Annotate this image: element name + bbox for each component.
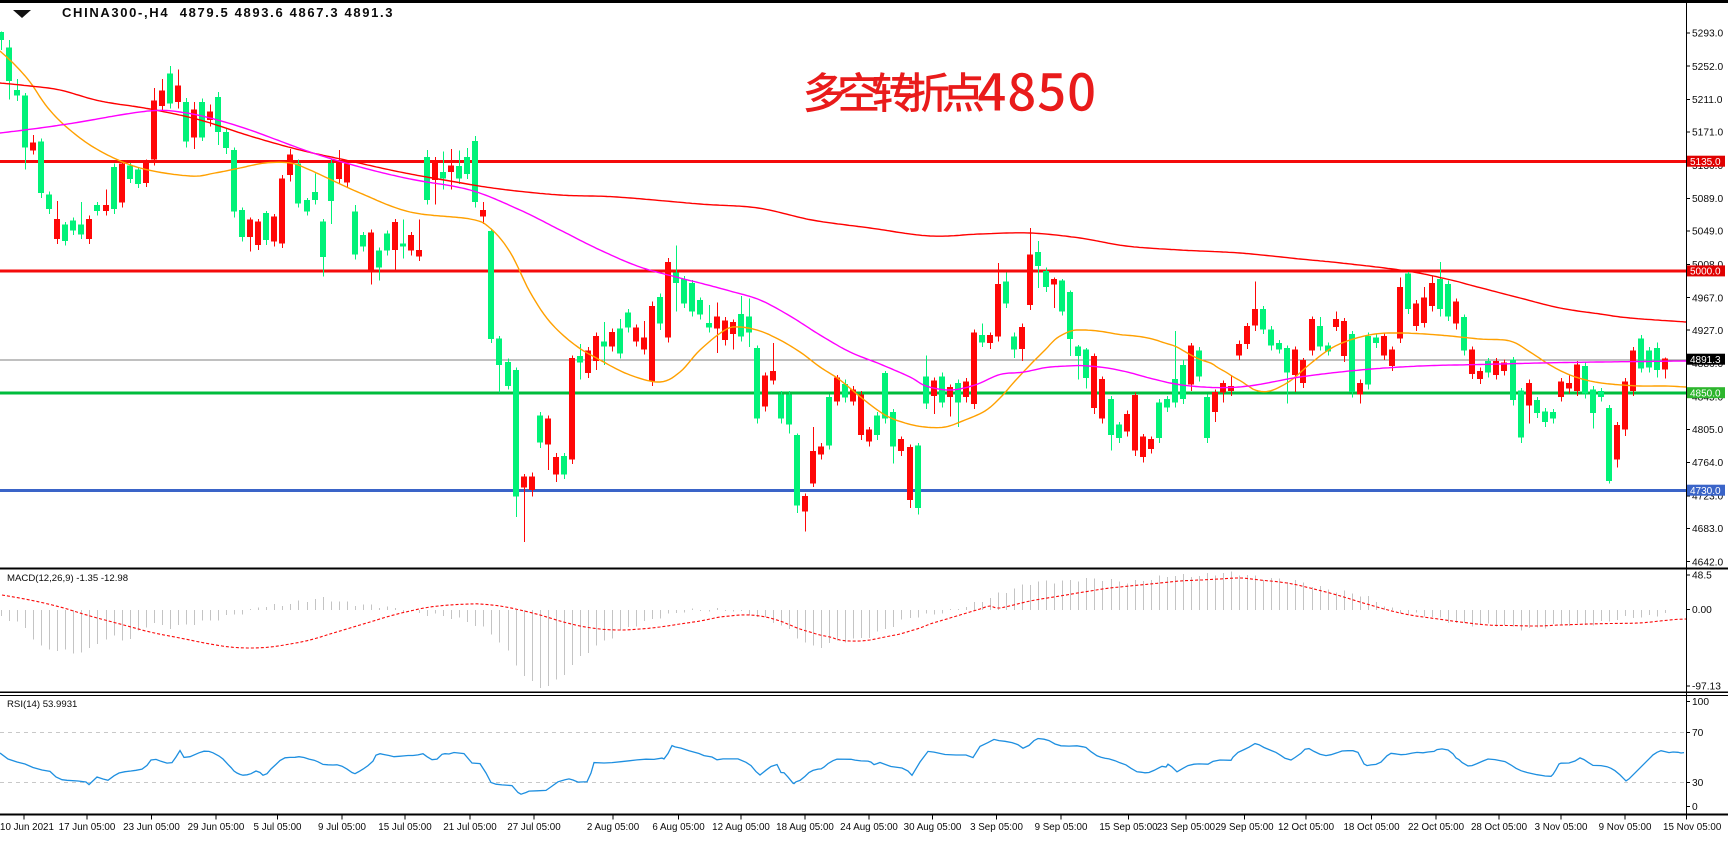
svg-text:5293.0: 5293.0 — [1692, 29, 1723, 40]
svg-text:2 Aug 05:00: 2 Aug 05:00 — [587, 822, 640, 833]
svg-text:29 Sep 05:00: 29 Sep 05:00 — [1215, 822, 1274, 833]
svg-text:4850.0: 4850.0 — [1690, 389, 1721, 400]
svg-text:-97.13: -97.13 — [1692, 682, 1721, 693]
svg-text:100: 100 — [1692, 697, 1709, 708]
svg-text:9 Sep 05:00: 9 Sep 05:00 — [1035, 822, 1088, 833]
svg-text:3 Nov 05:00: 3 Nov 05:00 — [1535, 822, 1588, 833]
svg-text:4764.0: 4764.0 — [1692, 458, 1723, 469]
svg-text:23 Sep 05:00: 23 Sep 05:00 — [1157, 822, 1216, 833]
svg-text:5252.0: 5252.0 — [1692, 62, 1723, 73]
svg-text:15 Sep 05:00: 15 Sep 05:00 — [1099, 822, 1158, 833]
svg-text:4723.0: 4723.0 — [1692, 492, 1723, 503]
svg-text:12 Oct 05:00: 12 Oct 05:00 — [1278, 822, 1335, 833]
svg-text:4642.0: 4642.0 — [1692, 557, 1723, 568]
svg-text:70: 70 — [1692, 728, 1704, 739]
svg-text:21 Jul 05:00: 21 Jul 05:00 — [443, 822, 497, 833]
svg-text:5171.0: 5171.0 — [1692, 128, 1723, 139]
svg-text:29 Jun 05:00: 29 Jun 05:00 — [188, 822, 245, 833]
svg-text:10 Jun 2021: 10 Jun 2021 — [0, 822, 54, 833]
svg-text:15 Jul 05:00: 15 Jul 05:00 — [378, 822, 432, 833]
svg-text:5 Jul 05:00: 5 Jul 05:00 — [254, 822, 302, 833]
svg-text:4891.3: 4891.3 — [1690, 355, 1721, 366]
svg-text:23 Jun 05:00: 23 Jun 05:00 — [123, 822, 180, 833]
svg-text:0: 0 — [1692, 802, 1698, 813]
svg-text:4805.0: 4805.0 — [1692, 425, 1723, 436]
svg-text:30: 30 — [1692, 778, 1704, 789]
svg-text:4683.0: 4683.0 — [1692, 524, 1723, 535]
svg-text:24 Aug 05:00: 24 Aug 05:00 — [840, 822, 898, 833]
svg-text:18 Aug 05:00: 18 Aug 05:00 — [776, 822, 834, 833]
svg-text:5000.0: 5000.0 — [1690, 267, 1721, 278]
svg-text:4967.0: 4967.0 — [1692, 293, 1723, 304]
svg-text:48.5: 48.5 — [1692, 571, 1712, 582]
svg-text:28 Oct 05:00: 28 Oct 05:00 — [1471, 822, 1528, 833]
svg-text:22 Oct 05:00: 22 Oct 05:00 — [1408, 822, 1465, 833]
svg-text:9 Jul 05:00: 9 Jul 05:00 — [318, 822, 366, 833]
svg-text:27 Jul 05:00: 27 Jul 05:00 — [507, 822, 561, 833]
svg-text:CHINA300-,H4 4879.5 4893.6 48: CHINA300-,H4 4879.5 4893.6 4867.3 4891.3 — [62, 5, 394, 20]
svg-text:4927.0: 4927.0 — [1692, 326, 1723, 337]
svg-text:5135.0: 5135.0 — [1690, 157, 1721, 168]
svg-text:12 Aug 05:00: 12 Aug 05:00 — [712, 822, 770, 833]
svg-text:5089.0: 5089.0 — [1692, 194, 1723, 205]
svg-text:6 Aug 05:00: 6 Aug 05:00 — [652, 822, 705, 833]
svg-text:9 Nov 05:00: 9 Nov 05:00 — [1599, 822, 1652, 833]
svg-text:5211.0: 5211.0 — [1692, 95, 1723, 106]
svg-text:15 Nov 05:00: 15 Nov 05:00 — [1663, 822, 1722, 833]
svg-text:RSI(14) 53.9931: RSI(14) 53.9931 — [7, 699, 77, 710]
svg-text:4730.0: 4730.0 — [1690, 486, 1721, 497]
svg-text:MACD(12,26,9) -1.35 -12.98: MACD(12,26,9) -1.35 -12.98 — [7, 573, 128, 584]
svg-text:0.00: 0.00 — [1692, 605, 1712, 616]
svg-text:30 Aug 05:00: 30 Aug 05:00 — [904, 822, 962, 833]
svg-text:18 Oct 05:00: 18 Oct 05:00 — [1343, 822, 1400, 833]
svg-text:5049.0: 5049.0 — [1692, 227, 1723, 238]
svg-text:3 Sep 05:00: 3 Sep 05:00 — [970, 822, 1023, 833]
svg-text:17 Jun 05:00: 17 Jun 05:00 — [59, 822, 116, 833]
